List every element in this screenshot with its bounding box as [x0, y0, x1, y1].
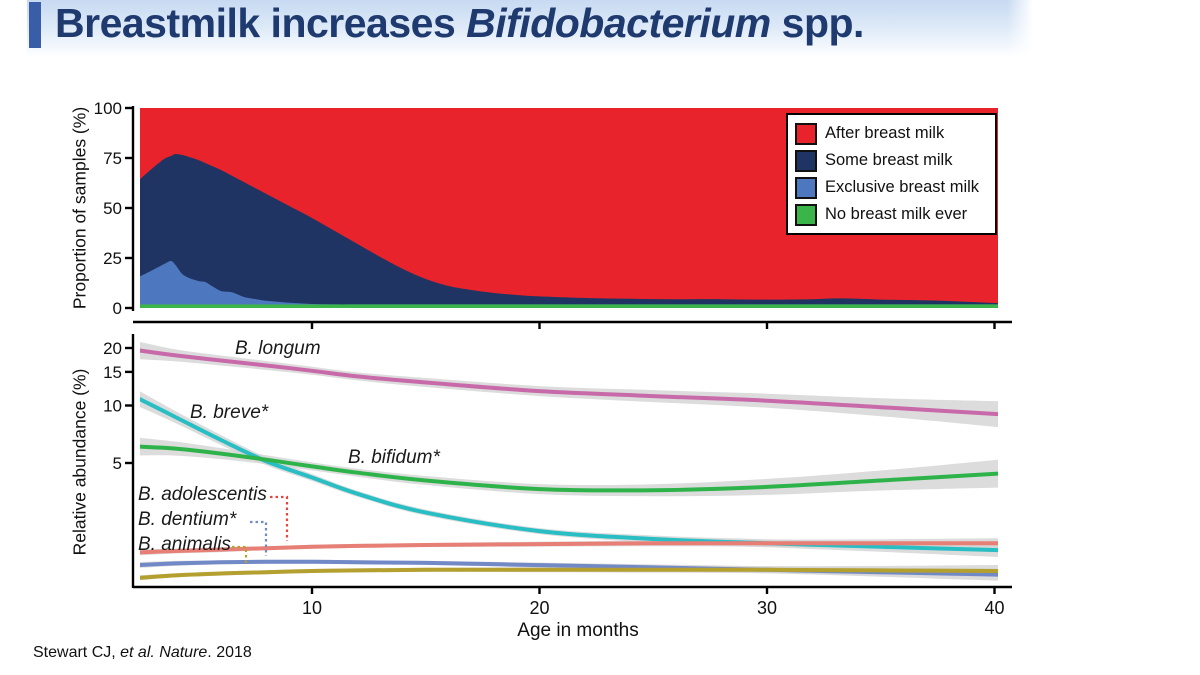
- line-b-animalis: [140, 567, 998, 580]
- legend-label: Some breast milk: [825, 151, 953, 169]
- species-label-b-breve: B. breve*: [190, 402, 269, 423]
- title-accent-bar: [29, 2, 41, 48]
- title-suffix: spp.: [770, 0, 865, 46]
- bottom-chart-y-axis-title: Relative abundance (%): [69, 368, 90, 556]
- line-b-longum: [140, 348, 998, 417]
- line-b-adolescentis: [140, 541, 998, 555]
- top-chart-axes: [125, 106, 1012, 329]
- ci-band-b-longum: [140, 341, 998, 428]
- legend-swatch: [795, 203, 817, 226]
- species-label-b-dentium: B. dentium*: [138, 509, 237, 530]
- legend-label: Exclusive breast milk: [825, 178, 980, 196]
- bottom-x-tick-label: 40: [984, 598, 1004, 618]
- species-label-b-adolescentis: B. adolescentis: [138, 484, 267, 505]
- ci-band-b-bifidum: [140, 437, 998, 497]
- top-y-tick-label: 100: [94, 99, 122, 118]
- area-exclusive-breast-milk: [140, 260, 998, 308]
- citation-year: . 2018: [207, 644, 252, 661]
- ci-band-b-breve: [140, 391, 998, 558]
- legend-label: After breast milk: [825, 124, 945, 142]
- bottom-y-tick-label: 20: [103, 339, 122, 358]
- legend-entry: Exclusive breast milk: [795, 174, 988, 201]
- citation-journal: et al. Nature: [120, 644, 208, 661]
- line-b-bifidum: [140, 444, 998, 493]
- area-some-breast-milk: [140, 153, 998, 308]
- bottom-y-tick-label: 15: [103, 363, 122, 382]
- top-y-tick-label: 50: [103, 199, 122, 218]
- top-chart-y-axis-title: Proportion of samples (%): [69, 106, 90, 310]
- title-italic-genus: Bifidobacterium: [466, 0, 771, 46]
- bottom-y-tick-label: 10: [103, 397, 122, 416]
- species-label-b-animalis: B. animalis: [138, 534, 231, 555]
- legend-swatch: [795, 122, 817, 145]
- bottom-chart-axes: [125, 334, 1012, 594]
- title-prefix: Breastmilk increases: [55, 0, 467, 46]
- legend-entry: After breast milk: [795, 120, 988, 147]
- legend-label: No breast milk ever: [825, 205, 968, 223]
- legend-entry: Some breast milk: [795, 147, 988, 174]
- bottom-y-tick-label: 5: [113, 454, 122, 473]
- title-band-fade: [1007, 0, 1033, 56]
- legend-swatch: [795, 176, 817, 199]
- title-band: [27, 0, 1033, 56]
- species-label-b-longum: B. longum: [235, 338, 321, 359]
- bottom-x-tick-label: 30: [757, 598, 777, 618]
- top-y-tick-label: 25: [103, 249, 122, 268]
- page-title: Breastmilk increases Bifidobacterium spp…: [55, 0, 864, 47]
- citation-authors: Stewart CJ,: [33, 644, 121, 661]
- legend-entry: No breast milk ever: [795, 201, 988, 228]
- leader-line-b-dentium: [250, 520, 268, 556]
- bottom-x-tick-label: 20: [529, 598, 549, 618]
- line-plot: [140, 341, 998, 581]
- top-y-tick-label: 0: [113, 299, 122, 318]
- citation: Stewart CJ, et al. Nature. 2018: [33, 644, 252, 662]
- x-axis-title: Age in months: [517, 620, 639, 641]
- species-label-b-bifidum: B. bifidum*: [348, 447, 440, 468]
- area-no-breast-milk-ever: [140, 304, 998, 308]
- legend-box: After breast milk Some breast milk Exclusi…: [786, 113, 997, 235]
- legend-swatch: [795, 149, 817, 172]
- bottom-x-tick-label: 10: [302, 598, 322, 618]
- leader-line-b-adolescentis: [270, 495, 289, 541]
- top-y-tick-label: 75: [103, 149, 122, 168]
